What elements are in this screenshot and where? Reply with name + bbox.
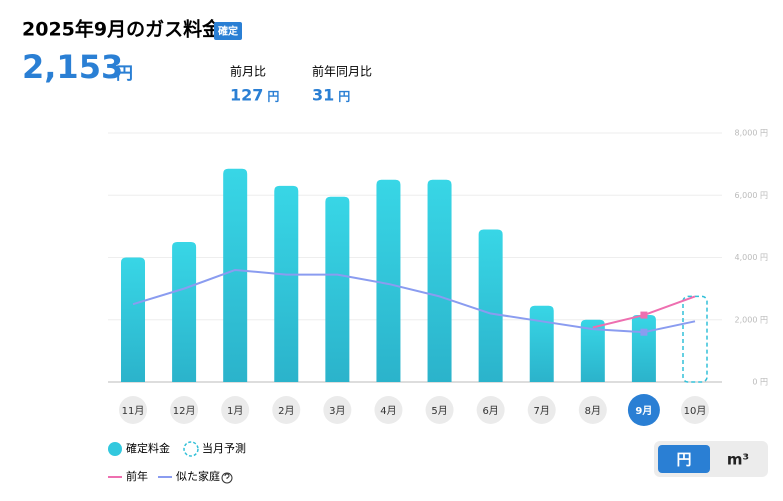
comparison-unit: 円 <box>267 90 279 104</box>
title: 2025年9月のガス料金 <box>22 18 222 41</box>
comparison-label: 前年同月比 <box>312 64 372 79</box>
bar <box>580 319 605 382</box>
badge: 確定 <box>218 25 238 38</box>
x-tick-label: 3月 <box>329 405 345 417</box>
x-tick-label: 8月 <box>585 405 601 417</box>
month-chip <box>272 396 301 424</box>
comparison-value: 31 <box>312 86 334 105</box>
legend-swatch <box>183 441 199 457</box>
bar <box>529 305 554 382</box>
bar <box>376 179 401 382</box>
month-chip <box>374 396 403 424</box>
bar <box>631 314 656 382</box>
x-tick-label: 5月 <box>431 405 447 417</box>
x-tick-label: 2月 <box>278 405 294 417</box>
comparison-label: 前月比 <box>230 64 266 79</box>
month-chip <box>221 396 250 424</box>
legend-label: 確定料金 <box>126 441 170 455</box>
month-chip <box>627 394 660 426</box>
month-chip <box>323 396 352 424</box>
month-chip <box>578 396 607 424</box>
badge-bg <box>214 22 242 40</box>
line-marker <box>640 328 648 336</box>
y-tick-label: 2,000 円 <box>735 315 768 324</box>
x-tick-label: 10月 <box>684 405 707 417</box>
legend-swatch <box>108 442 122 456</box>
comparison-value: 127 <box>230 86 263 105</box>
x-tick-label: 1月 <box>227 405 243 417</box>
bar <box>274 185 299 382</box>
x-tick-label: 9月 <box>635 405 652 417</box>
y-tick-label: 8,000 円 <box>735 129 768 138</box>
toggle-label[interactable]: m³ <box>727 451 749 469</box>
amount-unit: 円 <box>116 64 133 84</box>
line <box>132 268 696 334</box>
y-tick-label: 4,000 円 <box>735 253 768 262</box>
x-tick-label: 12月 <box>173 405 196 417</box>
help-icon[interactable] <box>221 472 233 484</box>
bar <box>223 168 248 382</box>
legend-label: 前年 <box>126 469 148 483</box>
month-chip <box>527 396 556 424</box>
bar <box>427 179 452 382</box>
bar <box>172 241 197 382</box>
x-tick-label: 4月 <box>380 405 396 417</box>
legend-label: 似た家庭 <box>176 469 220 483</box>
x-tick-label: 11月 <box>122 405 145 417</box>
month-chip <box>681 396 709 424</box>
legend-label: 当月予測 <box>202 441 246 455</box>
bar <box>478 229 503 382</box>
bar <box>121 257 145 382</box>
amount: 2,153 <box>22 48 123 86</box>
toggle-button[interactable] <box>658 445 710 473</box>
comparison-unit: 円 <box>338 90 350 104</box>
month-chip <box>119 396 147 424</box>
y-tick-label: 6,000 円 <box>735 191 768 200</box>
help-mark <box>224 473 230 479</box>
bar <box>325 196 350 382</box>
forecast-bar <box>682 295 708 383</box>
month-chip <box>476 396 505 424</box>
x-tick-label: 7月 <box>534 405 550 417</box>
month-chip <box>425 396 454 424</box>
month-chip <box>170 396 199 424</box>
line-marker <box>640 311 648 319</box>
x-tick-label: 6月 <box>482 405 498 417</box>
y-tick-label: 0 円 <box>752 378 768 387</box>
toggle-label[interactable]: 円 <box>676 451 691 469</box>
